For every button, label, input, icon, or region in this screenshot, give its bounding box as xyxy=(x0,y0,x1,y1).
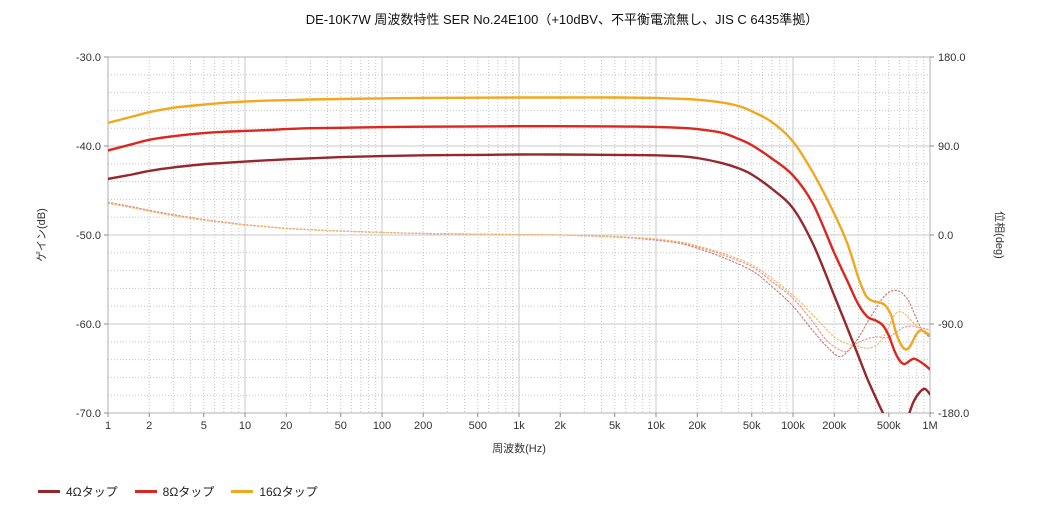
y-right-tick-label: 90.0 xyxy=(938,141,959,153)
legend-item-8Ωタップ: 8Ωタップ xyxy=(134,483,215,500)
x-tick-label: 100k xyxy=(781,420,805,432)
gain-curve-4ohm xyxy=(108,153,930,413)
x-tick-label: 10k xyxy=(647,420,665,432)
y-right-tick-label: -180.0 xyxy=(938,408,969,420)
y-right-tick-label: -90.0 xyxy=(938,319,963,331)
x-tick-label: 100 xyxy=(373,420,391,432)
legend-label: 4Ωタップ xyxy=(66,484,118,499)
x-tick-label: 500k xyxy=(877,420,901,432)
x-tick-label: 2k xyxy=(554,420,566,432)
x-tick-label: 5k xyxy=(609,420,621,432)
x-tick-label: 5 xyxy=(201,420,207,432)
gain-curve-16ohm xyxy=(108,96,930,351)
chart-title: DE-10K7W 周波数特性 SER No.24E100（+10dBV、不平衡電… xyxy=(305,12,819,27)
x-tick-label: 10 xyxy=(239,420,251,432)
x-tick-label: 50 xyxy=(335,420,347,432)
x-tick-label: 500 xyxy=(469,420,487,432)
gain-curve-8ohm xyxy=(108,124,930,371)
x-tick-label: 1k xyxy=(513,420,525,432)
x-tick-label: 2 xyxy=(146,420,152,432)
x-tick-label: 50k xyxy=(743,420,761,432)
gridlines xyxy=(107,56,931,414)
x-tick-label: 200 xyxy=(414,420,432,432)
curves xyxy=(108,96,930,413)
legend-item-4Ωタップ: 4Ωタップ xyxy=(38,483,118,500)
x-tick-label: 1M xyxy=(922,420,937,432)
x-tick-label: 20k xyxy=(688,420,706,432)
legend-item-16Ωタップ: 16Ωタップ xyxy=(231,483,318,500)
y-left-tick-label: -30.0 xyxy=(76,52,101,64)
y-left-tick-label: -70.0 xyxy=(76,408,101,420)
x-tick-label: 1 xyxy=(105,420,111,432)
legend: 4Ωタップ 8Ωタップ 16Ωタップ xyxy=(38,483,335,499)
legend-label: 16Ωタップ xyxy=(259,484,318,499)
x-tick-label: 20 xyxy=(280,420,292,432)
y-right-tick-label: 0.0 xyxy=(938,230,953,242)
y-left-tick-label: -50.0 xyxy=(76,230,101,242)
x-tick-label: 200k xyxy=(822,420,846,432)
legend-label: 8Ωタップ xyxy=(162,484,215,499)
legend-swatch xyxy=(231,489,254,493)
legend-swatch xyxy=(134,489,157,493)
y-left-tick-label: -60.0 xyxy=(76,319,101,331)
legend-swatch xyxy=(38,489,60,493)
y-right-tick-label: 180.0 xyxy=(938,52,966,64)
phase-curve-8ohm xyxy=(108,202,930,353)
axis-ticks: 1 2 5 10 20 50 100 200 500 1k 2k 5k 10k 20k 50k 100k 200… xyxy=(76,52,969,432)
phase-curve-4ohm xyxy=(108,201,930,358)
x-axis-label: 周波数(Hz) xyxy=(492,443,546,455)
phase-curve-16ohm xyxy=(108,202,930,349)
y-left-tick-label: -40.0 xyxy=(76,141,101,153)
